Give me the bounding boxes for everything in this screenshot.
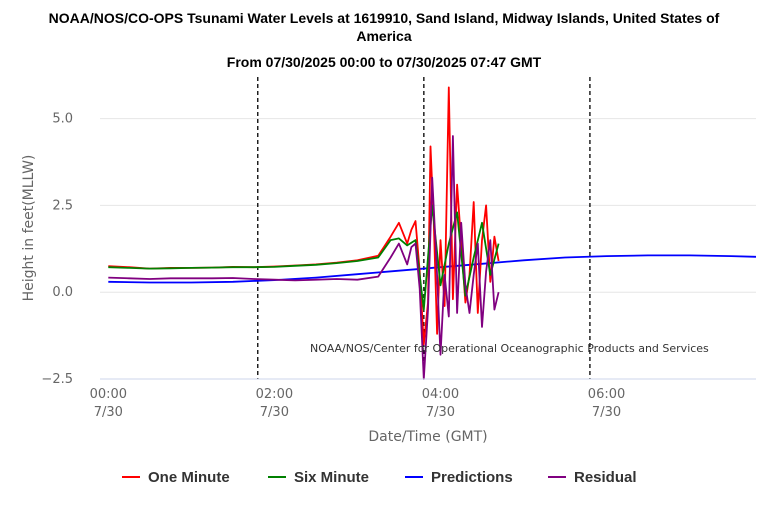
y-tick-label: 5.0 <box>52 112 73 127</box>
chart-subtitle: From 07/30/2025 00:00 to 07/30/2025 07:4… <box>226 54 542 70</box>
series-line-residual <box>108 135 500 380</box>
legend-item-label[interactable]: Six Minute <box>294 469 369 486</box>
x-tick-labels: 00:00 7/30 02:00 7/30 04:00 7/30 06:00 7/30 <box>90 387 626 420</box>
series-line-one-minute <box>108 86 500 346</box>
legend-item-label[interactable]: Predictions <box>431 469 513 486</box>
credit-text: NOAA/NOS/Center for Operational Oceanogr… <box>310 342 709 355</box>
series-line-predictions <box>108 254 757 284</box>
series-line-six-minute <box>108 204 500 311</box>
chart-title: NOAA/NOS/CO-OPS Tsunami Water Levels at … <box>48 10 720 44</box>
series-lines <box>108 86 757 380</box>
legend-item-label[interactable]: Residual <box>574 469 637 486</box>
x-tick-date: 7/30 <box>426 405 455 420</box>
x-tick-date: 7/30 <box>94 405 123 420</box>
x-tick-time: 00:00 <box>90 387 127 402</box>
event-markers <box>257 77 591 379</box>
y-tick-label: 0.0 <box>52 285 73 300</box>
x-tick-time: 06:00 <box>588 387 625 402</box>
y-tick-label: 2.5 <box>52 198 73 213</box>
x-tick-time: 04:00 <box>422 387 459 402</box>
x-tick-date: 7/30 <box>592 405 621 420</box>
y-axis-title: Height in feet(MLLW) <box>21 155 37 302</box>
legend: One Minute Six Minute Predictions Residual <box>122 469 637 486</box>
x-tick-date: 7/30 <box>260 405 289 420</box>
x-axis-title: Date/Time (GMT) <box>368 429 487 445</box>
legend-item-label[interactable]: One Minute <box>148 469 230 486</box>
x-tick-time: 02:00 <box>256 387 293 402</box>
y-tick-labels: −2.5 0.0 2.5 5.0 <box>41 112 73 387</box>
y-tick-label: −2.5 <box>41 372 73 387</box>
